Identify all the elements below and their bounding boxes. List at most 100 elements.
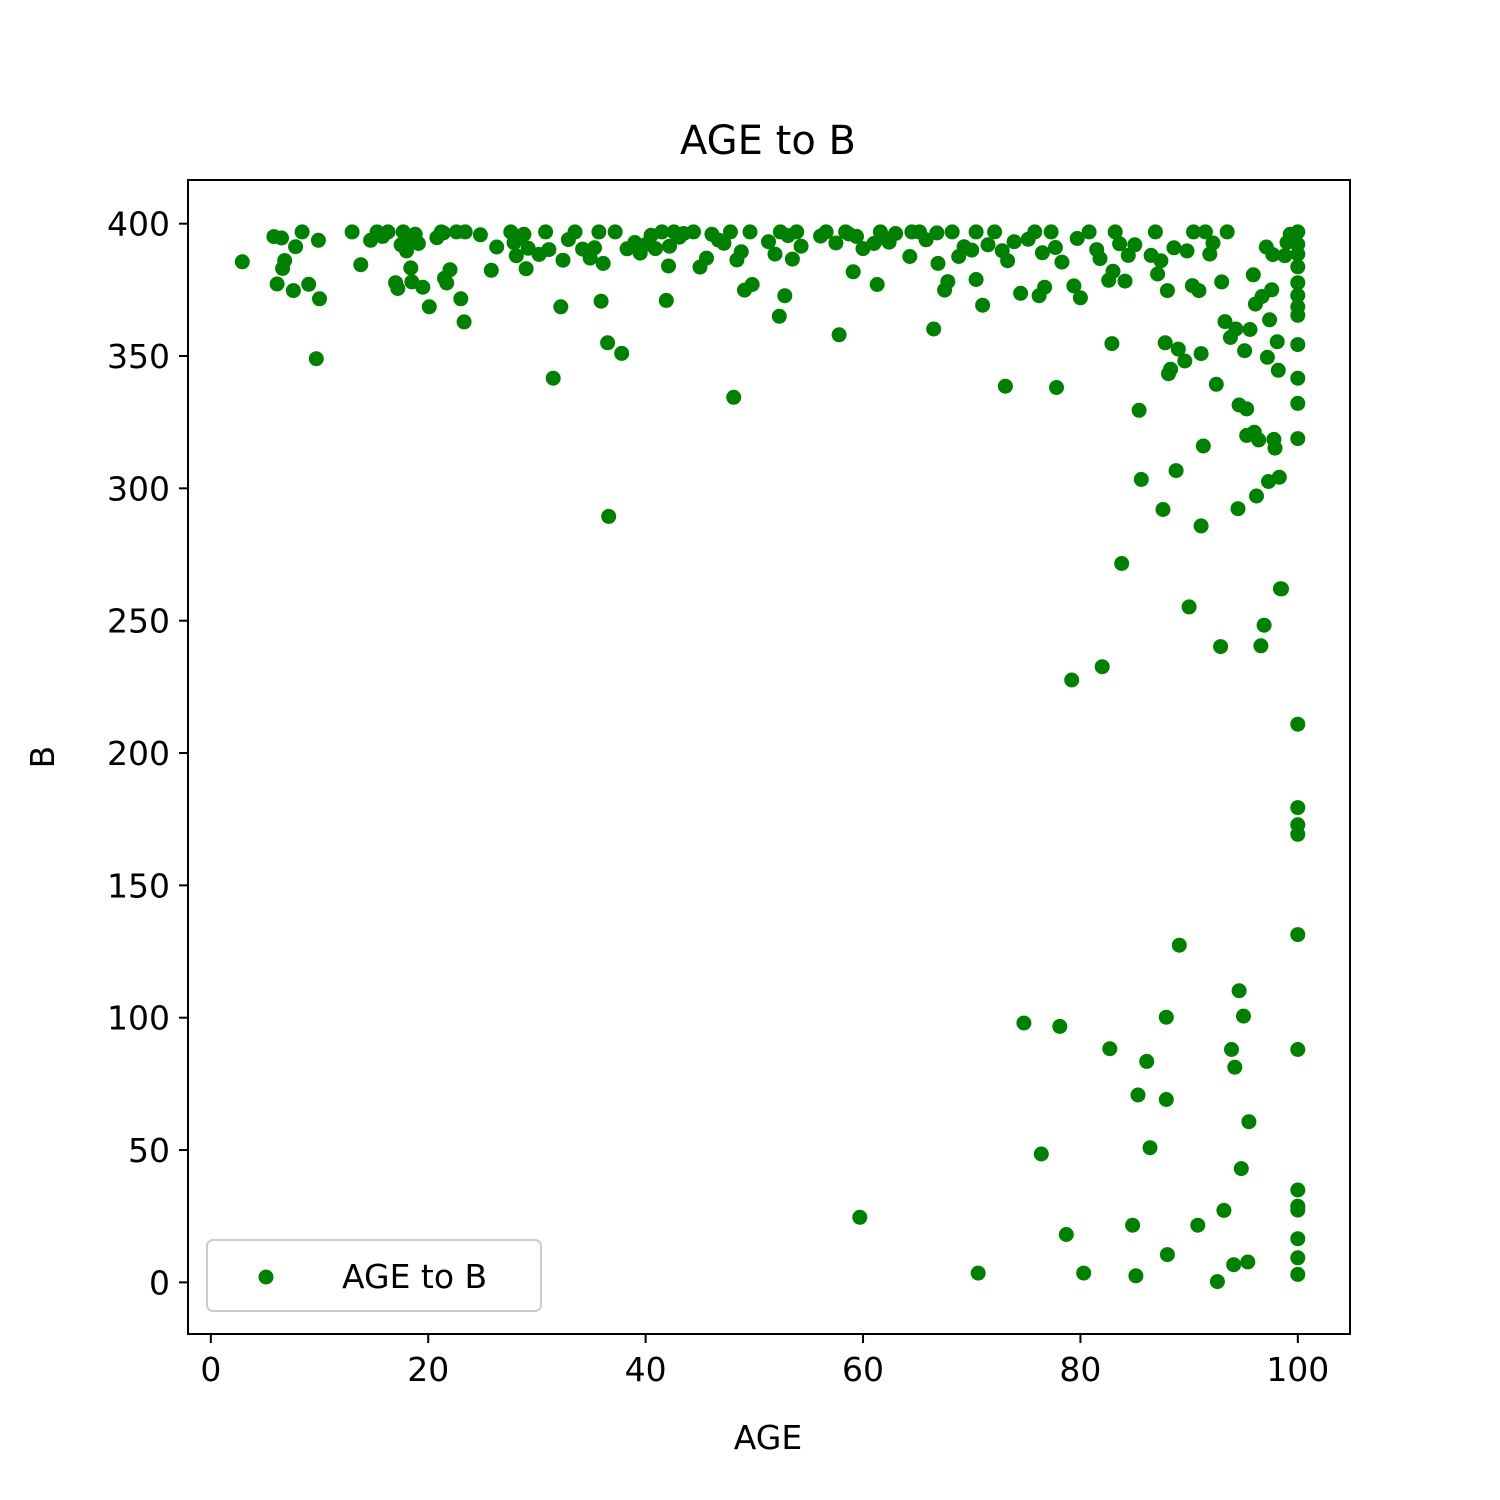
- data-point: [661, 258, 676, 274]
- data-point: [980, 237, 996, 253]
- data-point: [1227, 1059, 1243, 1075]
- data-point: [310, 232, 326, 248]
- x-tick-label: 40: [625, 1350, 667, 1389]
- y-tick-label: 350: [107, 337, 170, 376]
- data-point: [1231, 983, 1247, 999]
- y-tick-label: 50: [128, 1131, 170, 1170]
- data-point: [944, 224, 960, 240]
- data-point: [1171, 937, 1187, 953]
- data-point: [399, 243, 414, 259]
- data-point: [591, 224, 607, 240]
- data-point: [1224, 1042, 1239, 1057]
- data-point: [1290, 275, 1306, 291]
- data-point: [1179, 243, 1195, 259]
- data-point: [1157, 335, 1173, 351]
- data-point: [1270, 362, 1286, 378]
- data-point: [1092, 251, 1108, 267]
- y-tick-label: 100: [107, 999, 170, 1038]
- data-point: [1249, 488, 1264, 504]
- x-tick-label: 80: [1059, 1350, 1101, 1389]
- data-point: [1170, 341, 1186, 357]
- data-point: [1213, 639, 1229, 655]
- data-point: [410, 236, 426, 251]
- data-point: [1155, 502, 1171, 517]
- data-point: [1081, 224, 1097, 240]
- data-point: [1186, 224, 1201, 240]
- data-point: [403, 260, 419, 276]
- data-point: [1072, 290, 1088, 306]
- data-point: [600, 335, 616, 351]
- data-point: [1290, 370, 1306, 386]
- data-point: [902, 249, 918, 264]
- data-point: [380, 224, 396, 240]
- data-point: [1104, 336, 1120, 352]
- data-point: [1262, 312, 1278, 328]
- data-point: [553, 299, 569, 315]
- data-point: [1228, 321, 1244, 337]
- data-point: [1000, 253, 1016, 269]
- data-point: [1076, 1265, 1092, 1281]
- data-point: [849, 228, 864, 244]
- data-point: [1251, 432, 1267, 448]
- data-point: [1049, 380, 1064, 395]
- data-point: [1163, 361, 1179, 377]
- data-point: [658, 292, 674, 308]
- data-point: [601, 508, 617, 524]
- data-point: [1037, 279, 1053, 295]
- data-point: [1290, 246, 1306, 262]
- data-point: [294, 224, 310, 240]
- data-point: [975, 297, 991, 313]
- data-point: [545, 370, 561, 386]
- data-point: [722, 224, 738, 240]
- data-point: [567, 224, 583, 240]
- data-point: [686, 224, 701, 240]
- data-point: [888, 226, 904, 241]
- data-point: [435, 225, 451, 241]
- data-point: [1127, 237, 1143, 253]
- data-point: [1253, 638, 1269, 654]
- data-point: [1290, 307, 1306, 323]
- data-point: [312, 291, 327, 307]
- data-point: [744, 277, 760, 292]
- data-point: [1290, 337, 1306, 353]
- data-point: [1153, 253, 1169, 269]
- data-point: [1166, 240, 1182, 256]
- data-point: [1177, 353, 1193, 369]
- data-point: [288, 239, 304, 255]
- data-point: [1219, 224, 1235, 240]
- data-point: [421, 299, 437, 315]
- data-point: [1290, 1182, 1306, 1198]
- data-point: [918, 232, 934, 248]
- data-point: [997, 378, 1013, 394]
- data-point: [457, 224, 473, 240]
- data-point: [1271, 469, 1287, 485]
- data-point: [1158, 1092, 1174, 1107]
- y-tick-label: 0: [149, 1263, 170, 1302]
- data-point: [1033, 1146, 1049, 1162]
- data-point: [489, 239, 505, 255]
- data-point: [1290, 395, 1306, 411]
- data-point: [1117, 273, 1133, 289]
- data-point: [1064, 672, 1080, 688]
- data-point: [1112, 236, 1128, 252]
- data-point: [1290, 1250, 1306, 1266]
- data-point: [538, 224, 554, 240]
- y-axis-label: B: [23, 746, 62, 769]
- y-tick-label: 150: [107, 866, 170, 905]
- data-point: [1267, 440, 1283, 456]
- data-point: [442, 262, 458, 278]
- data-point: [472, 227, 488, 243]
- data-point: [1230, 501, 1246, 517]
- data-point: [1259, 349, 1275, 365]
- data-point: [1240, 1254, 1256, 1270]
- data-point: [269, 276, 285, 292]
- data-point: [654, 224, 670, 240]
- ticks-layer: 0 20 40 60 80 100 0 50 100 150 200 250 300 350 400: [107, 205, 1329, 1389]
- data-point: [929, 225, 945, 241]
- data-point: [1058, 1227, 1074, 1242]
- data-point: [607, 224, 623, 240]
- data-point: [1197, 224, 1213, 240]
- data-point: [520, 240, 536, 256]
- data-point: [595, 255, 611, 271]
- data-point: [1190, 1217, 1206, 1233]
